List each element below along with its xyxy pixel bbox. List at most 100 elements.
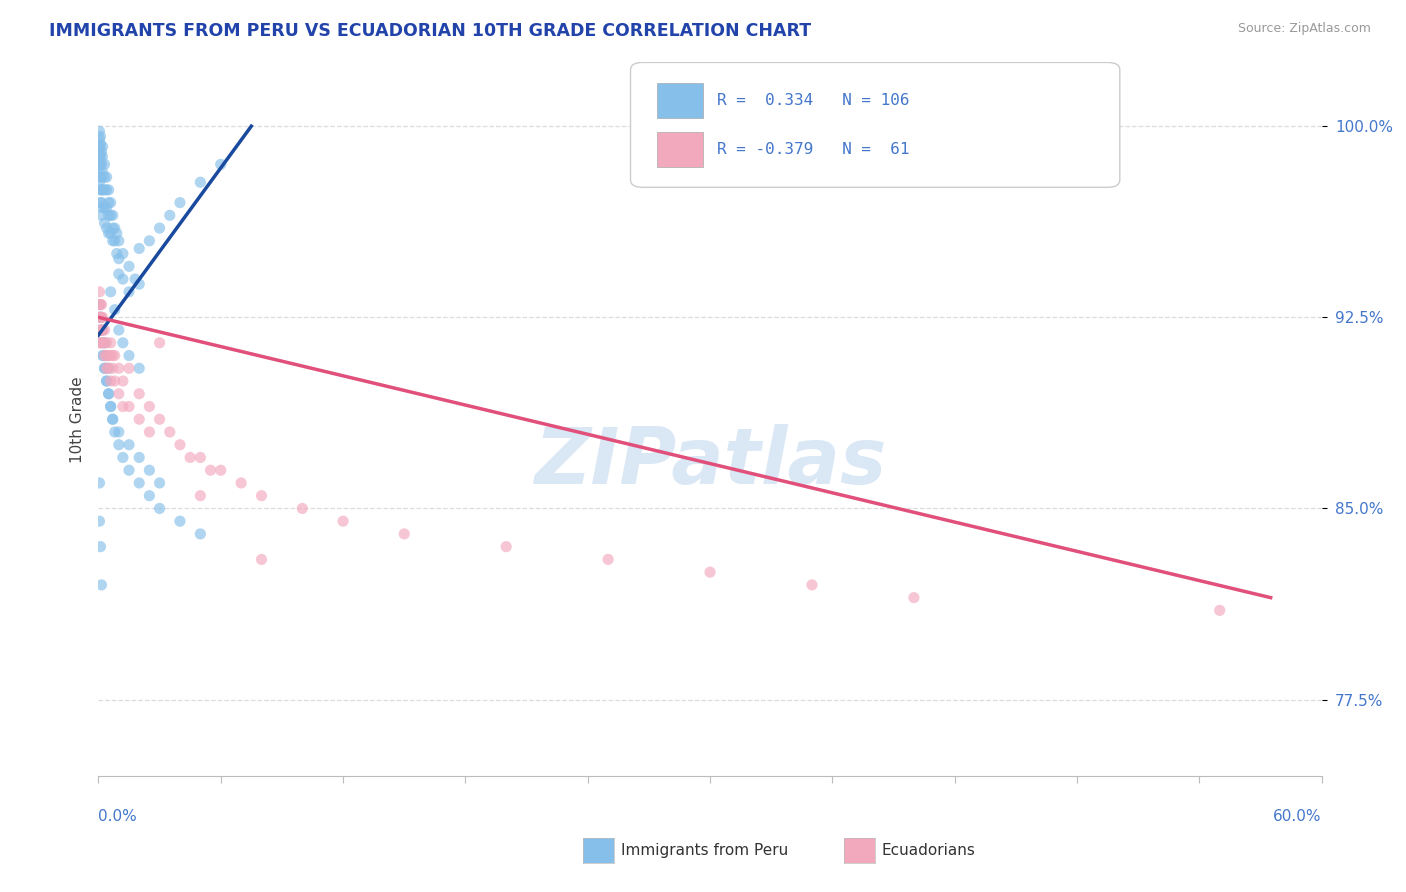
- Point: [89, 297, 111, 311]
- Point: [149, 412, 172, 426]
- Text: 0.0%: 0.0%: [98, 809, 138, 824]
- Point: [100, 285, 122, 299]
- Point: [89, 297, 111, 311]
- Point: [96, 349, 118, 363]
- Point: [801, 578, 824, 592]
- Point: [89, 310, 111, 325]
- Point: [104, 425, 127, 439]
- Point: [138, 400, 160, 414]
- Point: [699, 565, 721, 579]
- Point: [91, 150, 114, 164]
- Point: [111, 246, 134, 260]
- Point: [138, 489, 160, 503]
- Point: [169, 438, 191, 452]
- Point: [97, 226, 120, 240]
- Point: [90, 323, 112, 337]
- Point: [89, 157, 111, 171]
- Point: [128, 450, 150, 465]
- Point: [100, 335, 122, 350]
- Point: [108, 267, 131, 281]
- Point: [111, 335, 134, 350]
- Point: [89, 150, 111, 164]
- Point: [90, 310, 112, 325]
- Point: [291, 501, 314, 516]
- Point: [209, 463, 232, 477]
- Point: [250, 552, 273, 566]
- Point: [159, 425, 181, 439]
- Bar: [657, 83, 703, 119]
- Point: [89, 183, 111, 197]
- Point: [108, 323, 131, 337]
- Point: [111, 272, 134, 286]
- Point: [93, 170, 115, 185]
- Point: [97, 386, 120, 401]
- Point: [209, 157, 232, 171]
- Point: [118, 400, 141, 414]
- Point: [495, 540, 517, 554]
- Point: [93, 201, 115, 215]
- Point: [128, 412, 150, 426]
- Point: [89, 514, 111, 528]
- Text: ZIPatlas: ZIPatlas: [534, 424, 886, 500]
- Point: [101, 412, 124, 426]
- Point: [96, 170, 118, 185]
- Point: [96, 374, 118, 388]
- Text: IMMIGRANTS FROM PERU VS ECUADORIAN 10TH GRADE CORRELATION CHART: IMMIGRANTS FROM PERU VS ECUADORIAN 10TH …: [49, 22, 811, 40]
- Point: [231, 475, 253, 490]
- Point: [100, 400, 122, 414]
- Point: [108, 425, 131, 439]
- Point: [104, 302, 127, 317]
- Point: [96, 349, 118, 363]
- Point: [111, 400, 134, 414]
- Point: [96, 183, 118, 197]
- Point: [91, 323, 114, 337]
- Point: [128, 475, 150, 490]
- Point: [90, 195, 112, 210]
- Y-axis label: 10th Grade: 10th Grade: [69, 376, 84, 463]
- Point: [89, 145, 111, 159]
- Point: [93, 335, 115, 350]
- Point: [89, 132, 111, 146]
- Point: [97, 386, 120, 401]
- Bar: [657, 131, 703, 167]
- Point: [89, 139, 111, 153]
- Point: [91, 183, 114, 197]
- Point: [89, 540, 111, 554]
- Point: [100, 349, 122, 363]
- Point: [149, 501, 172, 516]
- Point: [596, 552, 619, 566]
- Point: [138, 425, 160, 439]
- Point: [89, 335, 111, 350]
- Point: [392, 527, 416, 541]
- Point: [96, 221, 118, 235]
- Point: [108, 386, 131, 401]
- Point: [124, 272, 146, 286]
- Point: [89, 124, 111, 138]
- Point: [100, 400, 122, 414]
- Point: [169, 195, 191, 210]
- FancyBboxPatch shape: [630, 62, 1119, 187]
- Point: [91, 349, 114, 363]
- Point: [111, 450, 134, 465]
- Point: [169, 514, 191, 528]
- Point: [188, 527, 212, 541]
- Point: [96, 374, 118, 388]
- Point: [100, 195, 122, 210]
- Text: Immigrants from Peru: Immigrants from Peru: [621, 843, 789, 857]
- Point: [89, 285, 111, 299]
- Point: [96, 201, 118, 215]
- Point: [104, 234, 127, 248]
- Point: [179, 450, 201, 465]
- Text: R = -0.379   N =  61: R = -0.379 N = 61: [717, 142, 910, 157]
- Point: [128, 242, 150, 256]
- Point: [101, 349, 124, 363]
- Point: [149, 221, 172, 235]
- Point: [91, 335, 114, 350]
- Point: [118, 438, 141, 452]
- Point: [90, 578, 112, 592]
- Point: [90, 170, 112, 185]
- Point: [90, 323, 112, 337]
- Point: [101, 412, 124, 426]
- Text: 60.0%: 60.0%: [1274, 809, 1322, 824]
- Point: [188, 489, 212, 503]
